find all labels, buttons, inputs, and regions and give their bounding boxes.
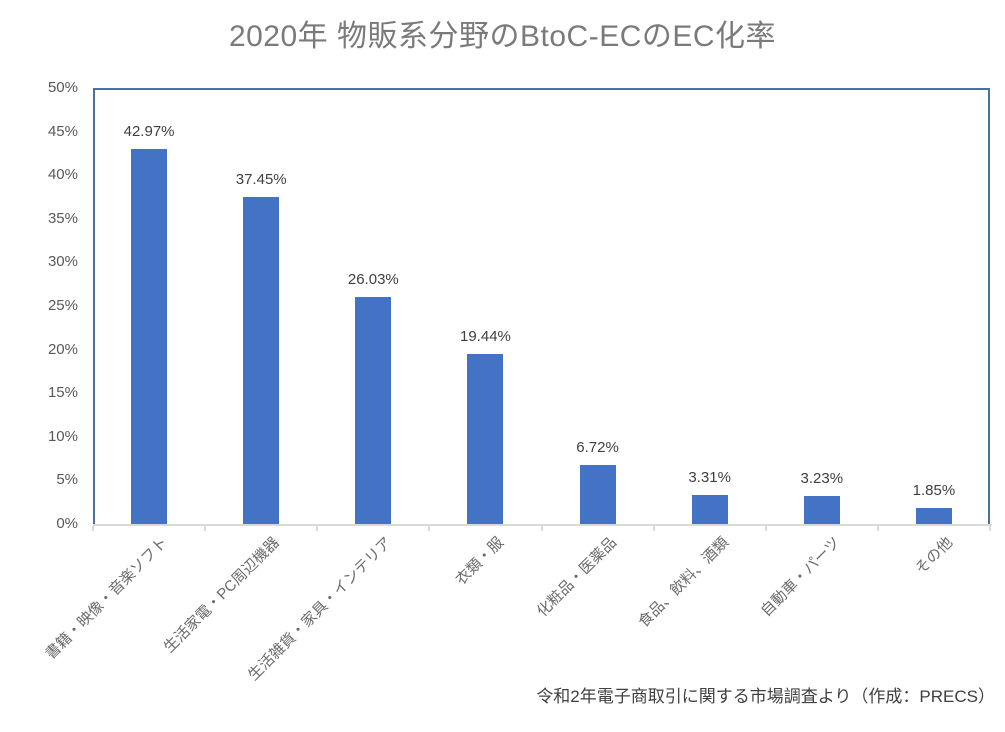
y-axis-tick-label: 40% xyxy=(47,166,78,184)
y-axis-tick-label: 25% xyxy=(47,297,78,314)
y-axis-tick-label: 30% xyxy=(47,253,78,271)
bar-1 xyxy=(131,149,168,524)
y-axis-tick-label: 45% xyxy=(47,122,78,140)
y-axis-tick-label: 20% xyxy=(47,340,78,358)
y-axis-tick-label: 5% xyxy=(56,471,78,489)
x-axis-category-label: その他 xyxy=(912,534,956,578)
x-axis-tick-mark xyxy=(204,526,207,531)
x-axis-tick-mark xyxy=(428,526,431,531)
bar-value-label: 26.03% xyxy=(347,271,399,289)
y-axis-tick-label: 15% xyxy=(47,384,78,402)
x-axis-category-label: 化粧品・医薬品 xyxy=(533,534,620,621)
y-axis-tick-label: 0% xyxy=(56,515,78,532)
bar-6 xyxy=(691,495,728,524)
x-axis-line xyxy=(93,524,992,526)
bar-3 xyxy=(355,297,392,524)
bar-value-label: 42.97% xyxy=(123,123,175,141)
y-axis-tick-label: 35% xyxy=(47,209,78,227)
bar-4 xyxy=(467,354,504,524)
x-axis-category-label: 書籍・映像・音楽ソフト xyxy=(42,534,172,663)
bar-5 xyxy=(579,465,616,524)
bar-value-label: 6.72% xyxy=(576,439,619,457)
x-axis-tick-mark xyxy=(652,526,655,531)
y-axis-tick-label: 10% xyxy=(47,427,78,445)
y-axis-tick-label: 50% xyxy=(47,79,78,96)
bar-value-label: 19.44% xyxy=(460,328,511,346)
bar-value-label: 3.23% xyxy=(800,469,844,487)
bar-value-label: 1.85% xyxy=(912,481,956,499)
bar-value-label: 37.45% xyxy=(235,171,287,189)
bar-7 xyxy=(803,495,840,524)
x-axis-tick-mark xyxy=(316,526,319,531)
x-axis-category-label: 生活家電・PC周辺機器 xyxy=(160,534,284,657)
x-axis-tick-mark xyxy=(540,526,543,531)
x-axis-category-label: 衣類・服 xyxy=(453,534,508,589)
x-axis-tick-mark xyxy=(764,526,767,531)
x-axis-category-label: 自動車・パーツ xyxy=(757,534,844,621)
plot-area xyxy=(93,88,990,524)
chart-title: 2020年 物販系分野のBtoC-ECのEC化率 xyxy=(228,20,777,53)
x-axis-tick-mark xyxy=(876,526,879,531)
x-axis-tick-mark xyxy=(92,526,94,531)
bar-2 xyxy=(243,197,280,524)
x-axis-category-label: 食品、飲料、酒類 xyxy=(634,534,732,631)
source-note: 令和2年電子商取引に関する市場調査より（作成：PRECS） xyxy=(536,687,995,706)
x-axis-tick-mark xyxy=(989,526,991,531)
bar-8 xyxy=(915,507,952,524)
bar-value-label: 3.31% xyxy=(688,469,731,487)
